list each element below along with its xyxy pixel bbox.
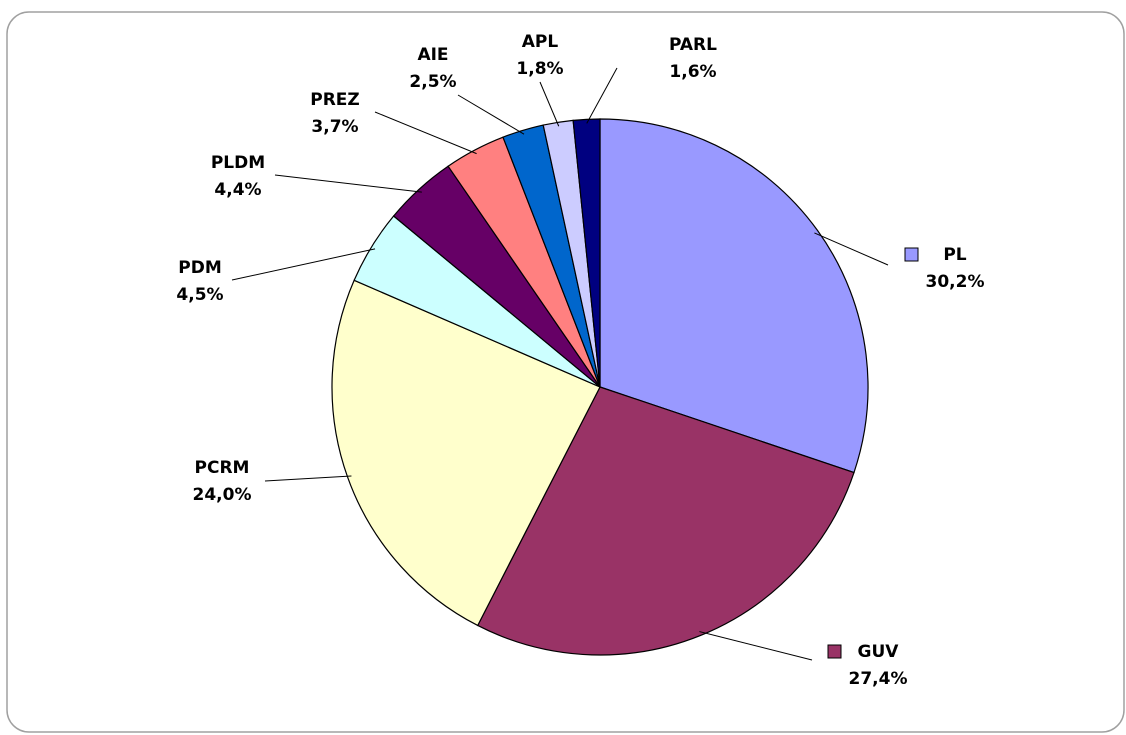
slice-value-label: 4,5% [176,285,223,305]
pie-slice [599,118,869,474]
pie-slice [572,118,601,388]
slice-value-label: 4,4% [214,180,261,200]
legend-key [904,247,919,262]
slice-value-label: 24,0% [193,485,252,505]
leader-line [457,94,525,135]
slice-value-label: 3,7% [311,117,358,137]
slice-value-label: 2,5% [409,72,456,92]
slice-label: PDM [178,258,222,278]
slice-label: PREZ [310,90,360,110]
legend-key [827,644,842,659]
leader-line [231,248,376,281]
pie-slice [331,279,601,627]
slice-label: PCRM [195,458,250,478]
leader-line [274,174,422,193]
leader-line [264,475,352,482]
leader-line [699,631,813,661]
slice-label: PL [943,245,966,265]
leader-line [374,111,477,155]
leader-line [539,81,560,127]
pie-slice [476,386,855,656]
slice-value-label: 1,8% [516,59,563,79]
slice-value-label: 27,4% [849,669,908,689]
slice-value-label: 30,2% [926,272,985,292]
leader-line [814,232,889,266]
slice-value-label: 1,6% [669,62,716,82]
slice-label: AIE [417,45,448,65]
leader-line [586,67,618,124]
slice-label: PLDM [211,153,265,173]
slice-label: PARL [669,35,717,55]
slice-label: GUV [858,642,900,662]
slice-label: APL [522,32,559,52]
